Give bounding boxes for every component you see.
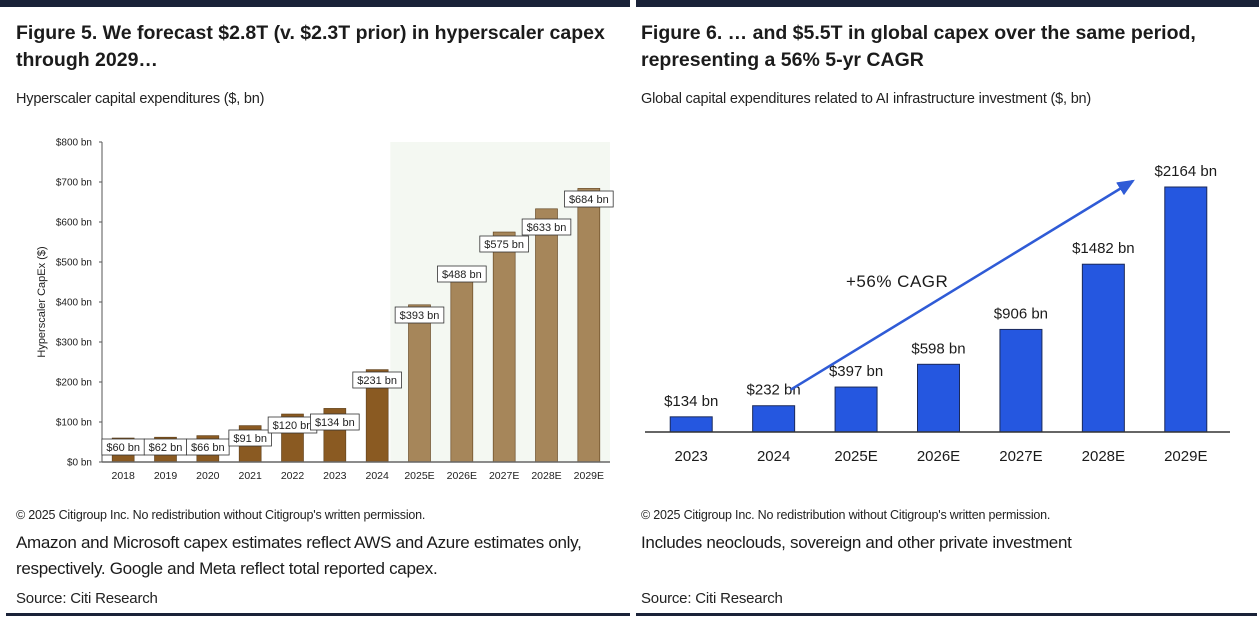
cagr-arrow — [789, 179, 1135, 391]
bar — [1164, 186, 1208, 433]
bar — [669, 416, 713, 433]
data-label-box — [228, 429, 272, 447]
data-label-box — [352, 371, 402, 389]
x-tick-label: 2025E — [404, 470, 434, 482]
x-tick-label: 2029E — [574, 470, 604, 482]
data-label: $633 bn — [527, 222, 567, 234]
figure-5-title: Figure 5. We forecast $2.8T (v. $2.3T pr… — [16, 22, 605, 71]
figure-5-source: Source: Citi Research — [16, 590, 158, 607]
data-label: $598 bn — [911, 340, 965, 357]
bar — [408, 304, 431, 463]
y-tick-label: $600 bn — [56, 218, 92, 229]
data-label: $906 bn — [994, 305, 1048, 322]
bar — [999, 328, 1043, 433]
data-label-box — [521, 218, 572, 236]
figure-5-note: Amazon and Microsoft capex estimates ref… — [16, 533, 582, 578]
data-label-box — [564, 190, 614, 208]
bar — [450, 266, 474, 463]
figure-5-copyright: © 2025 Citigroup Inc. No redistribution … — [16, 508, 426, 522]
data-label-box — [394, 306, 445, 324]
global-ai-capex-chart: $134 bn 2023 $232 bn 2024 $397 bn 2025E $598 b… — [645, 163, 1230, 465]
data-label: $66 bn — [191, 442, 225, 454]
x-tick-label: 2026E — [917, 448, 960, 465]
bar — [535, 208, 558, 463]
bar — [917, 363, 960, 433]
data-label-box — [186, 438, 230, 456]
data-label: $1482 bn — [1072, 240, 1135, 257]
data-label-box — [437, 265, 487, 283]
bottom-rule — [6, 613, 630, 616]
data-label: $575 bn — [484, 239, 524, 251]
figure-5-subtitle: Hyperscaler capital expenditures ($, bn) — [16, 91, 265, 107]
figure-6-title: Figure 6. … and $5.5T in global capex ov… — [641, 22, 1196, 71]
data-label: $120 bn — [273, 420, 313, 432]
x-tick-label: 2020 — [196, 470, 220, 482]
y-tick-label: $0 bn — [67, 458, 92, 469]
y-tick-label: $300 bn — [56, 338, 92, 349]
y-tick-label: $400 bn — [56, 298, 92, 309]
data-label: $2164 bn — [1154, 163, 1217, 180]
x-tick-label: 2029E — [1164, 448, 1207, 465]
figure-6-source: Source: Citi Research — [641, 590, 783, 607]
x-tick-label: 2027E — [489, 470, 519, 482]
y-tick-label: $500 bn — [56, 258, 92, 269]
data-label: $231 bn — [357, 375, 397, 387]
data-label-box — [310, 413, 360, 431]
top-rule — [0, 0, 630, 7]
x-tick-label: 2023 — [675, 448, 708, 465]
y-tick-label: $200 bn — [56, 378, 92, 389]
x-tick-label: 2028E — [1082, 448, 1125, 465]
x-tick-label: 2018 — [111, 470, 135, 482]
data-label: $232 bn — [747, 382, 801, 399]
bar — [492, 231, 516, 463]
bottom-rule-right — [636, 613, 1257, 616]
x-tick-label: 2022 — [281, 470, 305, 482]
x-tick-label: 2027E — [999, 448, 1042, 465]
x-tick-label: 2023 — [323, 470, 347, 482]
data-label: $397 bn — [829, 363, 883, 380]
data-label: $91 bn — [233, 433, 267, 445]
x-tick-label: 2025E — [834, 448, 877, 465]
data-label: $134 bn — [315, 417, 355, 429]
x-tick-label: 2028E — [531, 470, 561, 482]
y-tick-label: $800 bn — [56, 138, 92, 149]
data-label: $488 bn — [442, 269, 482, 281]
x-tick-label: 2024 — [365, 470, 389, 482]
x-tick-label: 2024 — [757, 448, 790, 465]
data-label: $393 bn — [400, 310, 440, 322]
x-tick-label: 2021 — [238, 470, 262, 482]
bar — [577, 188, 601, 463]
top-rule-right — [636, 0, 1259, 7]
bar — [752, 405, 796, 433]
data-label: $684 bn — [569, 194, 609, 206]
data-label: $134 bn — [664, 393, 718, 410]
figure-6-note: Includes neoclouds, sovereign and other … — [641, 533, 1072, 552]
data-label-box — [479, 235, 529, 253]
figure-6-copyright: © 2025 Citigroup Inc. No redistribution … — [641, 508, 1051, 522]
figure-6-subtitle: Global capital expenditures related to A… — [641, 91, 1092, 107]
cagr-annotation: +56% CAGR — [846, 272, 948, 291]
hyperscaler-capex-chart: $0 bn $100 bn $200 bn $300 bn $400 bn $500 bn… — [36, 138, 614, 482]
bar — [1081, 263, 1125, 433]
y-tick-label: $100 bn — [56, 418, 92, 429]
y-axis-label: Hyperscaler CapEx ($) — [36, 246, 48, 357]
data-label: $62 bn — [149, 442, 183, 454]
y-tick-label: $700 bn — [56, 178, 92, 189]
x-tick-label: 2026E — [447, 470, 477, 482]
data-label: $60 bn — [106, 442, 140, 454]
bar — [834, 386, 878, 433]
x-tick-label: 2019 — [154, 470, 178, 482]
